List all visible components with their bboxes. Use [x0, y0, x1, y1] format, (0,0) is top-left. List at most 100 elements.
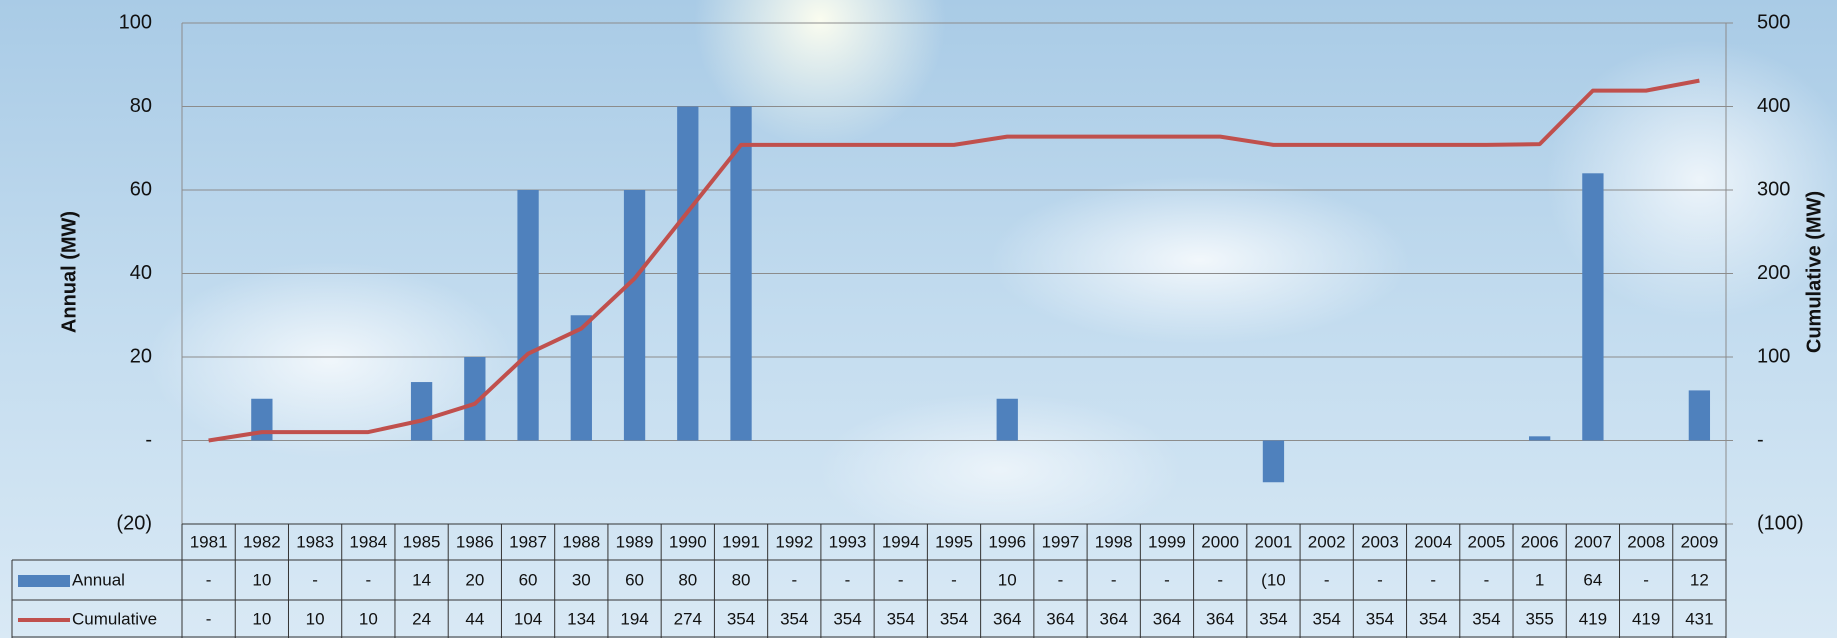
table-value: 364	[993, 609, 1021, 628]
x-tick-label: 2004	[1414, 532, 1452, 551]
x-tick-label: 2000	[1201, 532, 1239, 551]
y2-tick-label: 100	[1757, 345, 1790, 367]
y2-tick-label: -	[1757, 429, 1764, 451]
y-tick-label: 100	[119, 11, 152, 33]
table-value: -	[312, 570, 318, 589]
table-value: 10	[252, 570, 271, 589]
table-value: 274	[674, 609, 702, 628]
bar	[996, 398, 1018, 441]
bar	[570, 315, 592, 441]
x-tick-label: 1999	[1148, 532, 1186, 551]
x-tick-label: 1985	[403, 532, 441, 551]
bar	[251, 398, 273, 441]
table-value: 12	[1690, 570, 1709, 589]
y2-tick-label: 400	[1757, 95, 1790, 117]
table-value: 44	[465, 609, 484, 628]
y-tick-label: -	[145, 429, 152, 451]
bar	[1582, 173, 1604, 441]
y2-tick-label: 300	[1757, 178, 1790, 200]
table-value: 194	[620, 609, 648, 628]
y2-tick-label: 500	[1757, 11, 1790, 33]
x-tick-label: 1998	[1095, 532, 1133, 551]
x-tick-label: 2003	[1361, 532, 1399, 551]
table-value: -	[1324, 570, 1330, 589]
x-tick-label: 1994	[882, 532, 920, 551]
table-value: -	[845, 570, 851, 589]
table-value: 14	[412, 570, 431, 589]
x-tick-label: 2002	[1308, 532, 1346, 551]
x-tick-label: 1982	[243, 532, 281, 551]
x-tick-label: 1997	[1042, 532, 1080, 551]
x-tick-label: 2005	[1467, 532, 1505, 551]
x-tick-label: 1995	[935, 532, 973, 551]
legend-label: Annual	[72, 570, 125, 589]
table-value: 364	[1046, 609, 1074, 628]
table-value: -	[1377, 570, 1383, 589]
table-value: 354	[780, 609, 808, 628]
table-value: -	[1164, 570, 1170, 589]
y2-tick-label: 200	[1757, 262, 1790, 284]
table-value: -	[791, 570, 797, 589]
x-tick-label: 1991	[722, 532, 760, 551]
bar	[1262, 440, 1285, 483]
x-tick-label: 1986	[456, 532, 494, 551]
table-value: 24	[412, 609, 431, 628]
table-value: 354	[1366, 609, 1394, 628]
table-value: 354	[1313, 609, 1341, 628]
bar	[517, 190, 539, 441]
table-value: -	[206, 570, 212, 589]
table-value: 80	[678, 570, 697, 589]
y2-tick-label: (100)	[1757, 512, 1804, 534]
bar	[1529, 436, 1551, 441]
line	[208, 78, 1700, 443]
bar	[623, 190, 646, 441]
table-value: 354	[887, 609, 915, 628]
table-value: 354	[1472, 609, 1500, 628]
table-value: 431	[1685, 609, 1713, 628]
table-value: 10	[306, 609, 325, 628]
x-tick-label: 2006	[1521, 532, 1559, 551]
table-value: 354	[940, 609, 968, 628]
x-tick-label: 1990	[669, 532, 707, 551]
table-value: 354	[833, 609, 861, 628]
x-tick-label: 1981	[190, 532, 228, 551]
table-value: 364	[1206, 609, 1234, 628]
y-tick-label: (20)	[116, 512, 152, 534]
table-value: 64	[1583, 570, 1602, 589]
table-value: 104	[514, 609, 542, 628]
table-value: -	[366, 570, 372, 589]
x-tick-label: 1992	[775, 532, 813, 551]
table-value: 60	[519, 570, 538, 589]
x-tick-label: 1983	[296, 532, 334, 551]
bar	[1688, 390, 1711, 441]
table-value: -	[898, 570, 904, 589]
table-value: 80	[732, 570, 751, 589]
table-value: 364	[1153, 609, 1181, 628]
y-tick-label: 20	[130, 345, 152, 367]
x-tick-label: 1988	[562, 532, 600, 551]
table-value: (10	[1261, 570, 1286, 589]
table-value: -	[1643, 570, 1649, 589]
x-tick-label: 1993	[829, 532, 867, 551]
y-tick-label: 60	[130, 178, 152, 200]
table-value: -	[206, 609, 212, 628]
table-value: 364	[1100, 609, 1128, 628]
table-value: 10	[359, 609, 378, 628]
table-value: 10	[252, 609, 271, 628]
x-tick-label: 2009	[1680, 532, 1718, 551]
table-value: 419	[1632, 609, 1660, 628]
bar	[410, 382, 433, 441]
table-value: 134	[567, 609, 595, 628]
bar	[464, 357, 486, 441]
table-value: 10	[998, 570, 1017, 589]
table-value: -	[951, 570, 957, 589]
legend-label: Cumulative	[72, 609, 157, 628]
table-value: 60	[625, 570, 644, 589]
table-value: -	[1111, 570, 1117, 589]
x-tick-label: 2001	[1255, 532, 1293, 551]
x-tick-label: 1984	[349, 532, 387, 551]
table-value: -	[1484, 570, 1490, 589]
table-value: 1	[1535, 570, 1544, 589]
